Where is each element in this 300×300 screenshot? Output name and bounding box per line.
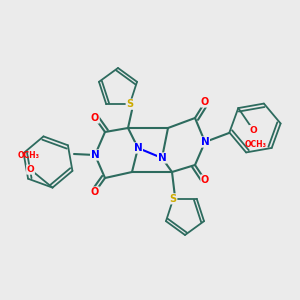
Text: S: S [170, 194, 177, 204]
Text: O: O [91, 113, 99, 123]
Text: O: O [201, 175, 209, 185]
Text: O: O [201, 97, 209, 107]
Text: OCH₃: OCH₃ [244, 140, 266, 148]
Text: N: N [201, 137, 209, 147]
Text: N: N [134, 143, 142, 153]
Text: N: N [91, 150, 99, 160]
Text: OCH₃: OCH₃ [17, 151, 40, 160]
Text: N: N [158, 153, 166, 163]
Text: O: O [27, 165, 34, 174]
Text: O: O [91, 187, 99, 197]
Text: S: S [126, 99, 133, 109]
Text: O: O [249, 126, 257, 135]
